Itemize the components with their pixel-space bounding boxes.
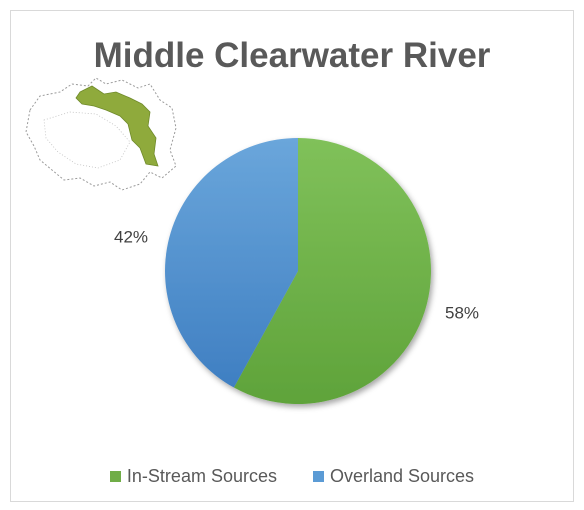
inset-map-highlight [75, 85, 159, 167]
legend-label: Overland Sources [329, 466, 475, 486]
inset-map-outline [25, 77, 177, 191]
legend: In-Stream Sources Overland Sources [0, 466, 584, 487]
data-label-in-stream: 58% [445, 303, 479, 322]
pie-slice-overland [164, 137, 298, 388]
inset-map-interior [43, 111, 131, 169]
legend-item-overland: Overland Sources [312, 466, 475, 487]
legend-label: In-Stream Sources [126, 466, 277, 486]
legend-swatch [312, 471, 324, 482]
inset-map [25, 77, 177, 191]
pie-slice-in-stream [233, 138, 431, 404]
legend-item-in-stream: In-Stream Sources [109, 466, 277, 487]
chart-title: Middle Clearwater River [93, 36, 491, 75]
legend-swatch [109, 471, 121, 482]
data-label-overland: 42% [114, 227, 148, 246]
